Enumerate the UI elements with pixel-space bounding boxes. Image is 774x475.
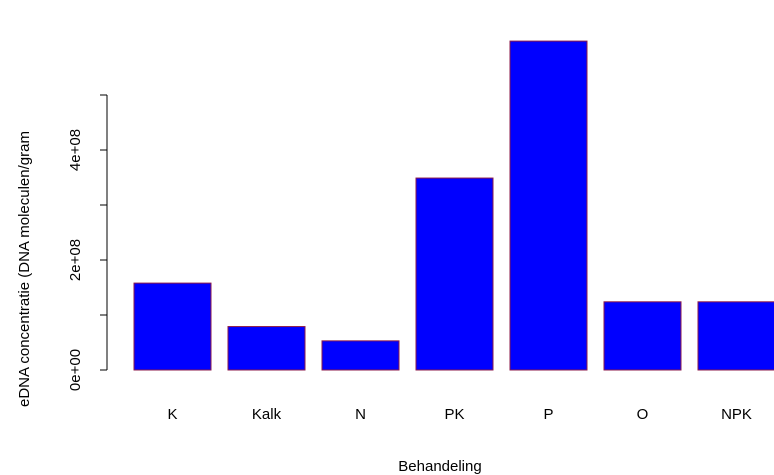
bar-p (509, 40, 588, 371)
bar-o (603, 301, 682, 371)
bars-group (133, 40, 774, 371)
x-tick-labels: K Kalk N PK P O NPK (167, 406, 751, 423)
y-tick-label: 0e+00 (67, 349, 84, 391)
x-tick-label: K (167, 406, 177, 423)
x-tick-label: NPK (721, 406, 752, 423)
y-tick-label: 2e+08 (67, 239, 84, 281)
y-axis-title: eDNA concentratie (DNA moleculen/gram (16, 131, 33, 407)
x-tick-label: N (355, 406, 366, 423)
bar-pk (415, 177, 494, 371)
y-axis: 0e+00 2e+08 4e+08 (67, 94, 108, 391)
x-tick-label: O (637, 406, 649, 423)
bar-npk (697, 301, 774, 371)
x-tick-label: Kalk (252, 406, 282, 423)
y-tick-label: 4e+08 (67, 129, 84, 171)
bar-n (321, 340, 400, 371)
x-tick-label: PK (444, 406, 464, 423)
bar-kalk (227, 326, 306, 371)
x-axis-title: Behandeling (398, 458, 481, 475)
bar-k (133, 282, 212, 371)
x-tick-label: P (543, 406, 553, 423)
